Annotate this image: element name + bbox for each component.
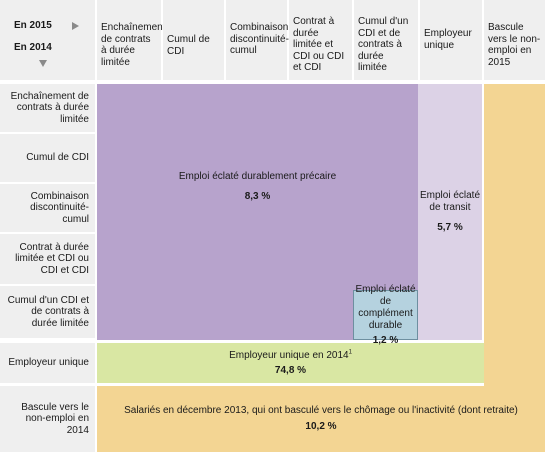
row-header-label: Cumul d'un CDI et de contrats à durée li…: [7, 294, 89, 329]
region-unique-text: Employeur unique en 20141: [229, 349, 352, 362]
label-2015: En 2015: [14, 20, 52, 31]
col-header-label: Cumul d'un CDI et de contrats à durée li…: [358, 16, 409, 73]
region-unique-label: Employeur unique en 2014: [229, 349, 349, 361]
row-header-label: Bascule vers le non-emploi en 2014: [21, 401, 89, 436]
region-employeur-unique: Employeur unique en 20141 74,8 %: [97, 343, 484, 383]
region-precaire: Emploi éclaté durablement précaire 8,3 %: [97, 84, 418, 290]
region-bascule-vertical: [484, 84, 545, 386]
col-header-label: Cumul de CDI: [167, 34, 210, 57]
row-header-label: Combinaison discontinuité-cumul: [30, 190, 89, 225]
col-header-label: Enchaînement de contrats à durée limitée: [101, 22, 166, 68]
region-precaire-lower: [97, 290, 353, 340]
region-bascule-label: Salariés en décembre 2013, qui ont bascu…: [124, 405, 518, 416]
region-bascule: Salariés en décembre 2013, qui ont bascu…: [97, 386, 545, 452]
row-header-label: Contrat à durée limitée et CDI ou CDI et…: [15, 241, 89, 276]
col-header-label: Bascule vers le non-emploi en 2015: [488, 22, 541, 68]
col-header-bascule-2015: Bascule vers le non-emploi en 2015: [484, 0, 545, 80]
col-header-label: Combinaison discontinuité-cumul: [230, 22, 289, 56]
region-precaire-value: 8,3 %: [244, 191, 271, 202]
col-header-employeur-unique: Employeur unique: [420, 0, 482, 80]
row-header-bascule-2014: Bascule vers le non-emploi en 2014: [0, 386, 95, 452]
col-header-contrat-cdi: Contrat à durée limitée et CDI ou CDI et…: [289, 0, 352, 80]
region-transit-label: Emploi éclaté de transit: [419, 190, 481, 213]
region-unique-value: 74,8 %: [274, 364, 307, 376]
row-header-label: Cumul de CDI: [26, 152, 89, 164]
row-header-contrat-cdi: Contrat à durée limitée et CDI ou CDI et…: [0, 234, 95, 284]
col-header-combinaison: Combinaison discontinuité-cumul: [226, 0, 289, 80]
label-2014: En 2014: [14, 42, 52, 53]
row-header-enchainement: Enchaînement de contrats à durée limitée: [0, 84, 95, 132]
arrow-right-icon: [72, 22, 79, 30]
region-transit-value: 5,7 %: [437, 222, 463, 233]
row-header-employeur-unique: Employeur unique: [0, 343, 95, 383]
col-header-enchainement: Enchaînement de contrats à durée limitée: [97, 0, 166, 80]
corner-cell: En 2015 En 2014: [0, 0, 95, 80]
region-transit: Emploi éclaté de transit 5,7 %: [418, 84, 482, 340]
row-header-cumul-cdi: Cumul de CDI: [0, 134, 95, 182]
arrow-down-icon: [39, 60, 47, 67]
col-header-cumul-cdi-cdl: Cumul d'un CDI et de contrats à durée li…: [354, 0, 418, 80]
col-header-cumul-cdi: Cumul de CDI: [163, 0, 224, 80]
region-precaire-label: Emploi éclaté durablement précaire: [178, 171, 337, 182]
row-header-label: Employeur unique: [8, 357, 89, 369]
col-header-label: Employeur unique: [424, 28, 472, 51]
col-header-label: Contrat à durée limitée et CDI ou CDI et…: [293, 16, 345, 73]
row-header-label: Enchaînement de contrats à durée limitée: [10, 90, 89, 125]
region-complement: Emploi éclaté de complément durable 1,2 …: [353, 284, 418, 346]
footnote-marker: 1: [348, 349, 352, 356]
region-complement-value: 1,2 %: [372, 334, 399, 346]
region-bascule-value: 10,2 %: [305, 421, 337, 432]
region-complement-label: Emploi éclaté de complément durable: [355, 283, 416, 331]
row-header-combinaison: Combinaison discontinuité-cumul: [0, 184, 95, 232]
row-header-cumul-cdi-cdl: Cumul d'un CDI et de contrats à durée li…: [0, 286, 95, 338]
